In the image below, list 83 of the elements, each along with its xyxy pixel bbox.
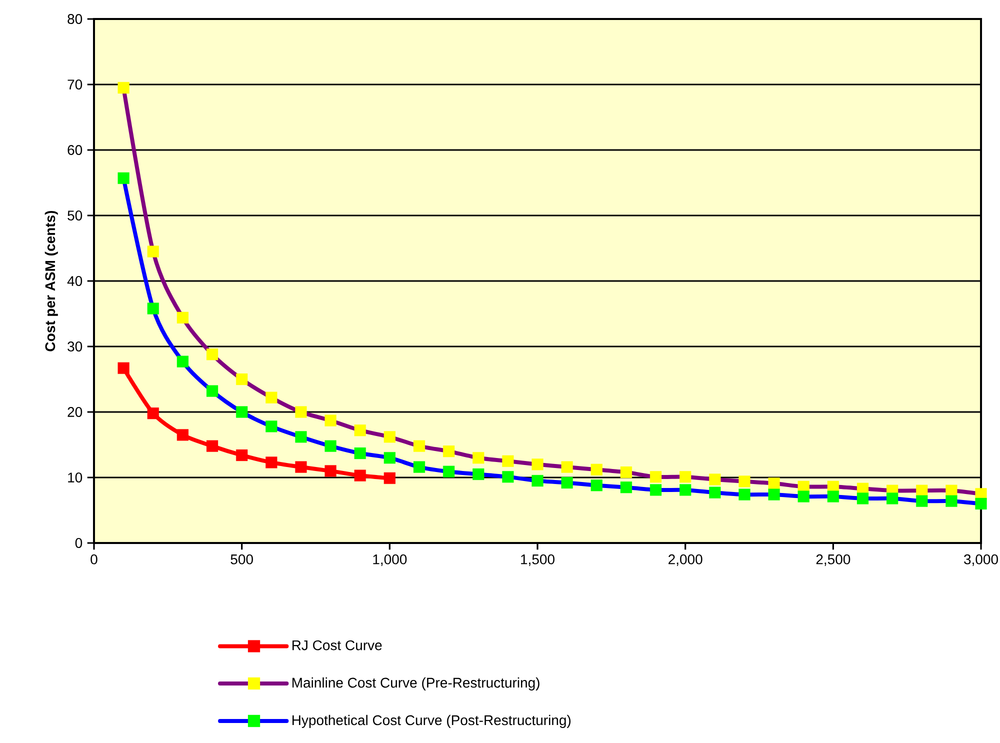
x-tick-label: 3,000 [964, 554, 998, 566]
y-tick-label: 10 [68, 472, 82, 482]
point [206, 440, 218, 452]
point [768, 478, 780, 490]
point [502, 471, 514, 483]
point [561, 461, 573, 473]
point [324, 414, 336, 426]
point [206, 385, 218, 397]
point [118, 362, 130, 374]
x-tick-label: 2,500 [816, 554, 850, 566]
point [206, 348, 218, 360]
point [975, 498, 987, 510]
point [266, 456, 278, 468]
point [354, 424, 366, 436]
point [502, 455, 514, 467]
y-tick-label: 30 [68, 342, 82, 352]
x-tick-label: 1,000 [373, 554, 407, 566]
point [709, 486, 721, 498]
point [620, 482, 632, 494]
legend-label: Mainline Cost Curve (Pre-Restructuring) [292, 677, 540, 690]
point [384, 431, 396, 443]
point [176, 312, 189, 324]
point [354, 470, 366, 482]
y-tick-label: 20 [68, 407, 82, 417]
point [856, 492, 869, 504]
y-tick-label: 80 [68, 14, 82, 24]
point [384, 452, 396, 464]
point [266, 420, 278, 432]
y-tick-label: 70 [68, 80, 82, 90]
point [946, 495, 958, 507]
legend-label: RJ Cost Curve [292, 640, 382, 650]
point [295, 461, 307, 473]
point [532, 458, 544, 470]
point [266, 392, 278, 404]
point [590, 480, 602, 492]
point [413, 440, 426, 452]
point [147, 408, 159, 420]
point [443, 446, 455, 458]
point [680, 484, 692, 496]
point [236, 449, 248, 462]
legend-label: Hypothetical Cost Curve (Post-Restructuring) [292, 714, 571, 728]
point [324, 465, 336, 477]
point [236, 373, 248, 386]
point [738, 476, 750, 488]
point [472, 452, 484, 464]
point [798, 490, 810, 502]
point [118, 82, 130, 94]
y-tick-label: 40 [67, 276, 82, 286]
point [295, 431, 307, 443]
point [147, 246, 159, 258]
point [827, 490, 839, 502]
point [768, 488, 780, 500]
point [147, 302, 159, 314]
point [295, 406, 307, 418]
point [176, 356, 189, 368]
y-axis-title: Cost per ASM (cents) [44, 210, 58, 352]
point [118, 172, 130, 184]
point [413, 461, 426, 473]
point [176, 429, 189, 441]
point [916, 495, 928, 507]
point [236, 406, 248, 418]
point [680, 471, 692, 483]
y-tick-label: 50 [68, 210, 82, 220]
x-tick-label: 2,000 [668, 554, 702, 566]
point [738, 488, 750, 500]
y-tick-label: 0 [75, 538, 82, 548]
point [472, 468, 484, 480]
point [650, 484, 662, 496]
point [561, 476, 573, 489]
point [709, 474, 721, 486]
x-tick-label: 0 [90, 554, 98, 564]
point [620, 466, 632, 478]
point [324, 440, 336, 452]
point [354, 447, 366, 460]
point [532, 474, 544, 487]
point [650, 471, 662, 483]
point [443, 466, 455, 478]
point [886, 492, 898, 504]
x-tick-label: 500 [230, 554, 253, 564]
point [384, 472, 396, 484]
x-tick-label: 1,500 [521, 554, 554, 566]
point [590, 464, 602, 476]
y-tick-label: 60 [68, 145, 82, 155]
